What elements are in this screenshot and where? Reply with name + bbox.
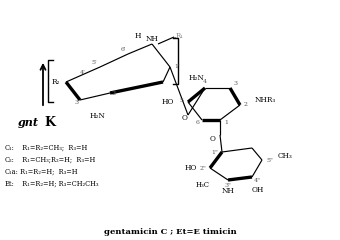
Text: 3: 3 (233, 81, 237, 86)
Text: 3': 3' (74, 100, 80, 104)
Text: C₁:: C₁: (5, 144, 15, 152)
Text: K: K (44, 115, 55, 128)
Text: 4": 4" (254, 178, 261, 182)
Text: NH: NH (146, 35, 158, 43)
Text: C₁a:: C₁a: (5, 168, 19, 176)
Text: 5: 5 (179, 97, 183, 102)
Text: 1": 1" (211, 150, 218, 155)
Text: 2': 2' (112, 91, 118, 96)
Text: NH: NH (222, 187, 235, 195)
Text: H₂N: H₂N (89, 112, 105, 120)
Text: 1: 1 (224, 120, 228, 125)
Text: 5': 5' (91, 60, 97, 65)
Text: 6: 6 (195, 120, 199, 125)
Text: 5": 5" (266, 157, 273, 162)
Text: HO: HO (162, 98, 174, 106)
Text: Et:: Et: (5, 180, 15, 188)
Text: H₃C: H₃C (196, 181, 210, 189)
Text: O: O (209, 135, 215, 143)
Text: NHR₃: NHR₃ (255, 96, 276, 104)
Text: O: O (182, 114, 188, 122)
Text: H: H (135, 32, 141, 40)
Text: 3": 3" (224, 183, 232, 188)
Text: OH: OH (252, 186, 264, 194)
Text: 2: 2 (244, 102, 248, 107)
Text: R₂: R₂ (52, 78, 60, 86)
Text: 1': 1' (174, 64, 180, 68)
Text: R₁=R₂=H;  R₃=H: R₁=R₂=H; R₃=H (18, 168, 78, 176)
Text: 2": 2" (199, 166, 206, 170)
Text: 4: 4 (203, 79, 207, 84)
Text: R₁: R₁ (176, 32, 184, 40)
Text: C₂:: C₂: (5, 156, 15, 164)
Text: R₁=CH₃;R₂=H;  R₃=H: R₁=CH₃;R₂=H; R₃=H (18, 156, 95, 164)
Text: gnt: gnt (18, 116, 39, 127)
Text: R₁=R₂=CH₃;  R₃=H: R₁=R₂=CH₃; R₃=H (18, 144, 87, 152)
Text: H₂N: H₂N (188, 74, 204, 82)
Text: HO: HO (185, 164, 197, 172)
Text: CH₃: CH₃ (278, 152, 293, 160)
Text: 4': 4' (80, 70, 86, 74)
Text: R₁=R₂=H; R₃=CH₂CH₃: R₁=R₂=H; R₃=CH₂CH₃ (18, 180, 99, 188)
Text: gentamicin C ; Et=E timicin: gentamicin C ; Et=E timicin (104, 228, 236, 236)
Text: 6': 6' (120, 47, 126, 52)
